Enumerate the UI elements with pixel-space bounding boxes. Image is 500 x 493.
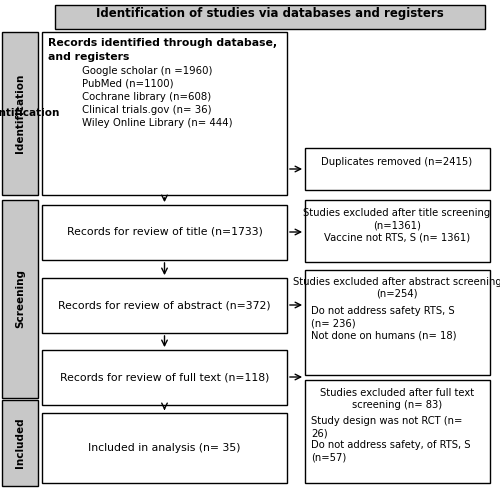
Text: screening (n= 83): screening (n= 83) <box>352 400 442 410</box>
Text: (n=57): (n=57) <box>311 452 346 462</box>
Text: Identification of studies via databases and registers: Identification of studies via databases … <box>96 7 444 20</box>
Bar <box>2 200 38 398</box>
Text: Screening: Screening <box>15 270 25 328</box>
Text: Study design was not RCT (n=: Study design was not RCT (n= <box>311 416 462 426</box>
Bar <box>55 5 485 29</box>
Text: Duplicates removed (n=2415): Duplicates removed (n=2415) <box>322 157 472 167</box>
Bar <box>42 205 287 260</box>
Text: Not done on humans (n= 18): Not done on humans (n= 18) <box>311 330 456 340</box>
Text: Identification: Identification <box>0 108 60 118</box>
Bar <box>42 278 287 333</box>
Text: and registers: and registers <box>48 52 130 62</box>
Bar <box>2 400 38 486</box>
Bar <box>42 413 287 483</box>
Text: Identification: Identification <box>15 73 25 153</box>
Text: Records for review of abstract (n=372): Records for review of abstract (n=372) <box>58 300 271 310</box>
Bar <box>305 270 490 375</box>
Bar <box>305 200 490 262</box>
Text: Vaccine not RTS, S (n= 1361): Vaccine not RTS, S (n= 1361) <box>324 233 470 243</box>
Bar <box>2 32 38 195</box>
Text: 26): 26) <box>311 428 328 438</box>
Bar <box>42 350 287 405</box>
Text: Wiley Online Library (n= 444): Wiley Online Library (n= 444) <box>82 118 233 128</box>
Text: Do not address safety RTS, S: Do not address safety RTS, S <box>311 306 454 316</box>
Text: Cochrane library (n=608): Cochrane library (n=608) <box>82 92 211 102</box>
Text: (n=1361): (n=1361) <box>373 220 421 230</box>
Text: Included in analysis (n= 35): Included in analysis (n= 35) <box>88 443 241 453</box>
Text: Included: Included <box>15 418 25 468</box>
Text: Records for review of title (n=1733): Records for review of title (n=1733) <box>66 227 262 237</box>
Text: Records identified through database,: Records identified through database, <box>48 38 277 48</box>
Text: Studies excluded after title screening: Studies excluded after title screening <box>304 208 490 218</box>
Bar <box>305 148 490 190</box>
Bar <box>42 32 287 195</box>
Text: Studies excluded after abstract screening: Studies excluded after abstract screenin… <box>292 277 500 287</box>
Text: Clinical trials.gov (n= 36): Clinical trials.gov (n= 36) <box>82 105 212 115</box>
Text: PubMed (n=1100): PubMed (n=1100) <box>82 79 174 89</box>
Text: (n=254): (n=254) <box>376 289 418 299</box>
Text: Records for review of full text (n=118): Records for review of full text (n=118) <box>60 372 269 382</box>
Text: Google scholar (n =1960): Google scholar (n =1960) <box>82 66 212 76</box>
Text: Studies excluded after full text: Studies excluded after full text <box>320 388 474 398</box>
Bar <box>305 380 490 483</box>
Text: (n= 236): (n= 236) <box>311 318 356 328</box>
Text: Do not address safety, of RTS, S: Do not address safety, of RTS, S <box>311 440 470 450</box>
